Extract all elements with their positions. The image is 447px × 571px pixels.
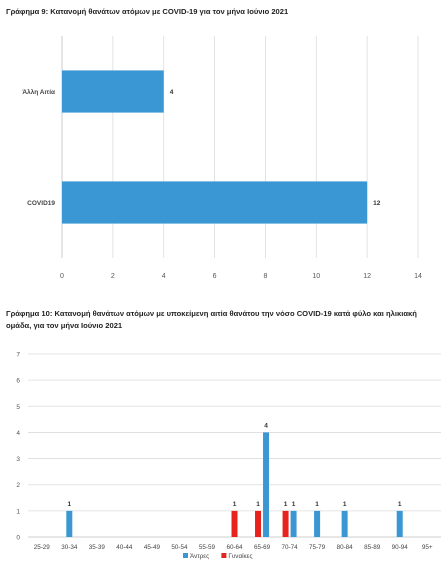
- bar-men-90-94: [396, 510, 403, 537]
- x-category-label: 90-94: [392, 544, 409, 551]
- y-tick-label: 5: [16, 404, 20, 411]
- chart-10-title: Γράφημα 10: Κατανομή θανάτων ατόμων με υ…: [6, 309, 417, 330]
- y-category-label: Άλλη Αιτία: [22, 88, 55, 96]
- x-category-label: 95+: [422, 544, 433, 551]
- data-label: 1: [67, 501, 71, 508]
- y-tick-label: 7: [16, 352, 20, 359]
- bar-men-75-79: [314, 510, 321, 537]
- x-tick-label: 6: [213, 273, 217, 280]
- x-category-label: 50-54: [171, 544, 188, 551]
- bar-women-65-69: [255, 510, 262, 537]
- x-category-label: 25-29: [34, 544, 51, 551]
- data-label: 4: [264, 422, 268, 429]
- x-category-label: 45-49: [144, 544, 161, 551]
- legend-swatch-0: [183, 553, 188, 558]
- y-tick-label: 1: [16, 508, 20, 515]
- x-category-label: 70-74: [282, 544, 299, 551]
- data-label: 1: [233, 501, 237, 508]
- data-label: 1: [284, 501, 288, 508]
- x-category-label: 30-34: [61, 544, 78, 551]
- y-tick-label: 0: [16, 535, 20, 542]
- y-tick-label: 2: [16, 482, 20, 489]
- legend-label-0: Άντρες: [190, 553, 209, 560]
- chart-9-title: Γράφημα 9: Κατανομή θανάτων ατόμων με CO…: [6, 7, 289, 16]
- x-tick-label: 0: [60, 273, 64, 280]
- x-tick-label: 12: [363, 273, 371, 280]
- bar-men-80-84: [341, 510, 348, 537]
- y-tick-label: 4: [16, 430, 20, 437]
- x-tick-label: 8: [263, 273, 267, 280]
- legend-swatch-1: [221, 553, 227, 558]
- x-category-label: 80-84: [337, 544, 354, 551]
- x-category-label: 60-64: [226, 544, 243, 551]
- y-category-label: COVID19: [27, 200, 55, 207]
- data-label: 1: [256, 501, 260, 508]
- y-tick-label: 6: [16, 378, 20, 385]
- x-category-label: 85-89: [364, 544, 381, 551]
- data-label: 12: [373, 200, 381, 207]
- x-tick-label: 4: [162, 273, 166, 280]
- bar-men-65-69: [263, 432, 270, 537]
- x-category-label: 75-79: [309, 544, 326, 551]
- data-label: 1: [292, 501, 296, 508]
- data-label: 1: [315, 501, 319, 508]
- chart-9-svg: 0 2 4 6 8 10 12 14 Άλλη Αιτία 4 COVID19 12: [22, 36, 422, 280]
- bar-0: [62, 70, 164, 113]
- x-category-label: 55-59: [199, 544, 216, 551]
- legend-label-1: Γυναίκες: [228, 552, 252, 560]
- bar-1: [62, 181, 368, 224]
- data-label: 1: [398, 501, 402, 508]
- y-tick-label: 3: [16, 456, 20, 463]
- x-tick-label: 10: [312, 273, 320, 280]
- x-tick-label: 2: [111, 273, 115, 280]
- x-category-label: 65-69: [254, 544, 271, 551]
- x-tick-label: 14: [414, 273, 422, 280]
- bar-men-70-74: [290, 510, 297, 537]
- bar-women-60-64: [231, 510, 238, 537]
- bar-men-30-34: [66, 510, 73, 537]
- x-category-label: 40-44: [116, 544, 133, 551]
- bar-women-70-74: [282, 510, 289, 537]
- data-label: 4: [170, 89, 174, 96]
- x-category-label: 35-39: [89, 544, 106, 551]
- data-label: 1: [343, 501, 347, 508]
